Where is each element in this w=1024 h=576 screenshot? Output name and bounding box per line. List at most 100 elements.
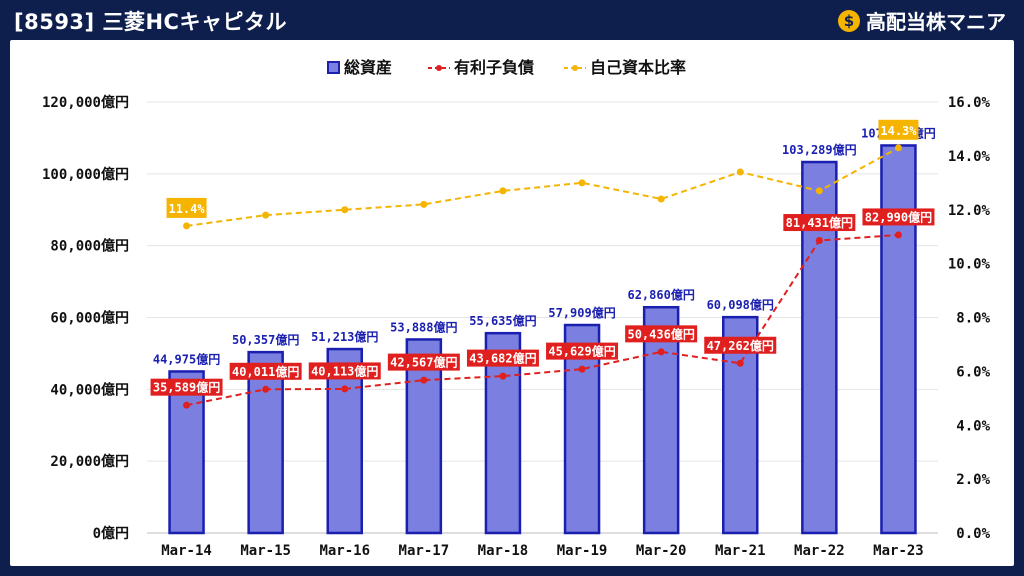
bar-data-label: 51,213億円	[311, 329, 378, 344]
debt-data-label: 82,990億円	[865, 209, 932, 224]
bar-data-label: 103,289億円	[782, 142, 857, 157]
debt-data-label: 40,011億円	[232, 364, 299, 379]
equity-label-box	[166, 197, 207, 218]
equity-ratio-point	[183, 222, 191, 230]
bar-total-assets	[880, 144, 917, 535]
brand-name: 高配当株マニア	[866, 10, 1006, 34]
equity-ratio-point	[736, 168, 744, 176]
x-tick-label: Mar-23	[873, 543, 924, 559]
y-right-tick-label: 4.0%	[956, 418, 990, 434]
debt-label-box	[466, 349, 539, 367]
y-right-tick-label: 10.0%	[948, 257, 991, 273]
y-right-tick-label: 8.0%	[956, 311, 990, 327]
y-right-tick-label: 14.0%	[948, 149, 991, 165]
legend-label-total-assets: 総資産	[344, 58, 392, 77]
bar-data-label: 44,975億円	[153, 351, 220, 366]
debt-point	[894, 231, 902, 239]
bar-data-label: 53,888億円	[390, 319, 457, 334]
debt-data-label: 47,262億円	[707, 338, 774, 353]
debt-label-box	[862, 208, 935, 226]
debt-point	[578, 365, 586, 373]
equity-ratio-line	[186, 146, 899, 227]
bar-total-assets	[247, 350, 284, 535]
equity-data-label: 11.4%	[168, 202, 205, 216]
bar-data-label: 55,635億円	[469, 313, 536, 328]
debt-point	[499, 372, 507, 380]
equity-ratio-point	[578, 179, 586, 187]
bar-data-label: 50,357億円	[232, 332, 299, 347]
equity-label-box	[878, 119, 919, 140]
y-right-tick-label: 6.0%	[956, 364, 990, 380]
debt-point	[341, 385, 349, 393]
x-tick-label: Mar-16	[319, 543, 370, 559]
debt-label-box	[229, 362, 302, 380]
y-left-tick-label: 20,000億円	[50, 453, 129, 470]
y-right-tick-label: 16.0%	[948, 95, 991, 111]
legend-label-equity-ratio: 自己資本比率	[590, 58, 686, 77]
x-tick-label: Mar-14	[161, 543, 212, 559]
y-right-tick-label: 2.0%	[956, 472, 990, 488]
debt-data-label: 42,567億円	[390, 355, 457, 370]
equity-ratio-point	[262, 211, 270, 219]
equity-ratio-point	[499, 187, 507, 195]
legend-label-debt: 有利子負債	[454, 58, 534, 77]
bar-total-assets	[563, 323, 601, 535]
y-left-tick-label: 40,000億円	[50, 381, 129, 398]
bar-total-assets	[326, 347, 363, 535]
debt-label-box	[704, 336, 777, 354]
debt-label-box	[387, 353, 460, 371]
debt-line	[186, 233, 899, 407]
debt-label-box	[546, 342, 619, 360]
equity-ratio-point	[894, 144, 902, 152]
y-left-tick-label: 100,000億円	[42, 166, 129, 183]
debt-label-box	[308, 362, 381, 380]
y-left-tick-label: 0億円	[93, 525, 129, 542]
bar-data-label: 60,098億円	[707, 297, 774, 312]
equity-data-label: 14.3%	[880, 124, 917, 138]
combo-chart: 0億円 20,000億円 40,000億円 60,000億円 80,000億円 100,0…	[42, 58, 991, 559]
debt-data-label: 40,113億円	[311, 363, 378, 378]
x-tick-label: Mar-19	[557, 543, 608, 559]
debt-point	[183, 401, 191, 409]
debt-data-label: 35,589億円	[153, 380, 220, 395]
equity-ratio-point	[420, 200, 428, 208]
brand: $ 高配当株マニア	[838, 6, 1006, 35]
debt-point	[657, 348, 665, 356]
bar-total-assets	[405, 338, 443, 535]
legend-swatch-debt-point	[436, 65, 442, 71]
debt-label-box	[150, 378, 223, 396]
x-tick-label: Mar-18	[478, 543, 529, 559]
debt-data-label: 43,682億円	[469, 351, 536, 366]
legend-swatch-equity-point	[572, 65, 578, 71]
y-right-tick-label: 12.0%	[948, 203, 991, 219]
x-tick-label: Mar-15	[240, 543, 291, 559]
bar-total-assets	[168, 370, 205, 535]
bar-total-assets	[642, 305, 680, 535]
equity-ratio-point	[341, 206, 349, 214]
legend-swatch-total-assets	[327, 61, 340, 74]
y-left-tick-label: 80,000億円	[50, 238, 129, 255]
equity-ratio-point	[657, 195, 665, 203]
money-bag-icon: $	[838, 9, 860, 32]
debt-data-label: 50,436億円	[627, 326, 694, 341]
debt-data-label: 81,431億円	[786, 215, 853, 230]
x-tick-label: Mar-21	[715, 543, 766, 559]
debt-point	[420, 376, 428, 384]
equity-ratio-point	[815, 187, 823, 195]
debt-point	[815, 237, 823, 245]
x-tick-label: Mar-22	[794, 543, 845, 559]
x-tick-label: Mar-17	[399, 543, 450, 559]
page-title: [8593] 三菱HCキャピタル	[14, 10, 287, 34]
debt-data-label: 45,629億円	[548, 344, 615, 359]
bar-data-label: 62,860億円	[627, 287, 694, 302]
x-tick-label: Mar-20	[636, 543, 687, 559]
y-right-tick-label: 0.0%	[956, 526, 990, 542]
debt-point	[262, 385, 270, 393]
y-left-tick-label: 120,000億円	[42, 94, 129, 111]
y-left-tick-label: 60,000億円	[50, 310, 129, 327]
debt-label-box	[783, 214, 856, 232]
debt-point	[736, 359, 744, 367]
chart-panel: 0億円 20,000億円 40,000億円 60,000億円 80,000億円 100,0…	[10, 40, 1014, 566]
bar-data-label: 57,909億円	[548, 305, 615, 320]
